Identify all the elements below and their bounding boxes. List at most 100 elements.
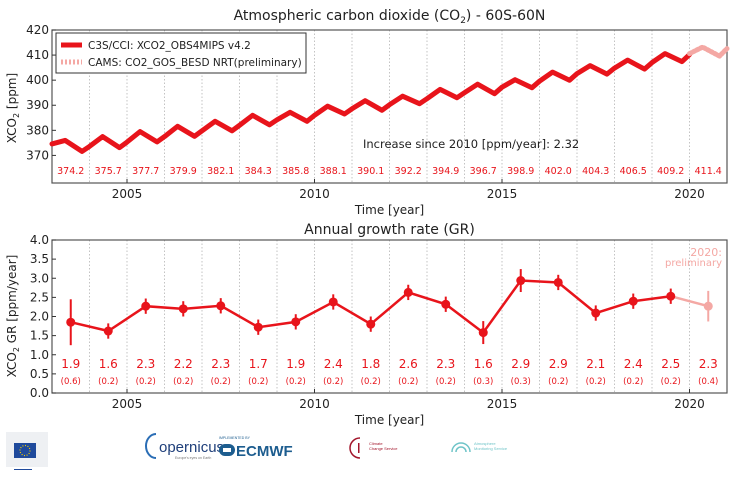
error-label: (0.2) — [98, 377, 118, 387]
y-tick-label: 0.0 — [30, 386, 49, 400]
value-label: 2.9 — [549, 357, 568, 371]
annual-mean-label: 404.3 — [582, 166, 609, 177]
increase-annotation: Increase since 2010 [ppm/year]: 2.32 — [363, 137, 579, 151]
value-label: 2.3 — [436, 357, 455, 371]
error-label: (0.2) — [548, 377, 568, 387]
svg-text:ECMWF: ECMWF — [236, 443, 293, 460]
annual-mean-label: 396.7 — [470, 166, 497, 177]
annual-mean-label: 375.7 — [95, 166, 122, 177]
y-tick-label: 410 — [26, 48, 49, 62]
x-axis-label: Time [year] — [354, 203, 424, 217]
preliminary-annotation: preliminary — [665, 258, 722, 269]
value-label: 2.2 — [174, 357, 193, 371]
chart-title-suffix: ) - 60S-60N — [466, 8, 545, 24]
data-point — [703, 301, 713, 311]
data-point — [591, 308, 601, 318]
value-label: 2.1 — [586, 357, 605, 371]
growth-rate-line-preliminary — [670, 295, 709, 308]
chart-title: Atmospheric carbon dioxide (CO2) - 60S-6… — [234, 8, 546, 26]
legend-label-c3s: C3S/CCI: XCO2_OBS4MIPS v4.2 — [88, 40, 251, 52]
value-label: 1.6 — [474, 357, 493, 371]
x-tick-label: 2005 — [112, 187, 143, 201]
y-axis-label-suffix: [ppm] — [5, 73, 19, 113]
y-tick-label: 380 — [26, 123, 49, 137]
value-label: 2.4 — [324, 357, 343, 371]
preliminary-annotation: 2020: — [690, 246, 722, 259]
annual-mean-label: 384.3 — [245, 166, 272, 177]
annual-mean-label: 406.5 — [620, 166, 647, 177]
y-tick-label: 3.5 — [30, 252, 49, 266]
copernicus-logo: opernicus Europe's eyes on Earth — [145, 433, 224, 460]
series-line-c3s — [49, 51, 692, 154]
error-label: (0.2) — [248, 377, 268, 387]
x-tick-label: 2010 — [299, 187, 330, 201]
value-label: 1.8 — [361, 357, 380, 371]
svg-text:Atmosphere: Atmosphere — [474, 441, 496, 446]
data-point — [178, 304, 188, 314]
y-axis-label-main: XCO — [5, 118, 19, 143]
data-point — [291, 317, 301, 327]
european-commission-logo — [6, 432, 48, 470]
annual-mean-label: 385.8 — [282, 166, 309, 177]
value-label: 1.9 — [286, 357, 305, 371]
value-label: 1.6 — [99, 357, 118, 371]
y-tick-label: 3.0 — [30, 271, 49, 285]
value-label: 1.9 — [61, 357, 80, 371]
data-point — [216, 301, 226, 311]
x-tick-label: 2010 — [299, 397, 330, 411]
error-label: (0.2) — [436, 377, 456, 387]
annual-mean-label: 409.2 — [657, 166, 684, 177]
y-axis-label: XCO2 [ppm] — [5, 73, 21, 143]
ecmwf-logo: IMPLEMENTED BY ECMWF — [219, 436, 293, 460]
y-tick-label: 370 — [26, 148, 49, 162]
growth-rate-chart: Annual growth rate (GR) 2005 2010 2015 2020 0… — [5, 222, 728, 427]
data-point — [103, 326, 113, 336]
annual-mean-label: 374.2 — [57, 166, 84, 177]
data-point — [516, 276, 526, 286]
c3s-logo: Climate Change Service — [349, 437, 398, 459]
error-label: (0.4) — [698, 377, 718, 387]
svg-text:Europe's eyes on Earth: Europe's eyes on Earth — [175, 456, 211, 460]
plot-frame — [51, 29, 728, 184]
chart-title-main: Atmospheric carbon dioxide (CO — [234, 8, 461, 24]
value-label: 2.3 — [699, 357, 718, 371]
logo-bar: opernicus Europe's eyes on Earth IMPLEME… — [6, 432, 508, 470]
error-label: (0.3) — [473, 377, 493, 387]
chart-title-sub: 2 — [460, 16, 466, 26]
y-axis-label-sub: 2 — [12, 347, 21, 352]
data-point — [478, 328, 488, 338]
svg-text:Monitoring Service: Monitoring Service — [474, 446, 508, 451]
cams-logo: Atmosphere Monitoring Service — [451, 441, 508, 453]
y-axis-label-sub: 2 — [12, 113, 21, 118]
data-point — [141, 301, 151, 311]
svg-text:Change Service: Change Service — [369, 446, 398, 451]
svg-text:Climate: Climate — [369, 441, 383, 446]
error-label: (0.2) — [211, 377, 231, 387]
annual-mean-label: 379.9 — [170, 166, 197, 177]
data-point — [366, 319, 376, 329]
y-axis-label-main: XCO — [5, 352, 19, 377]
annual-mean-label: 390.1 — [357, 166, 384, 177]
x-axis-label: Time [year] — [354, 413, 424, 427]
x-tick-label: 2020 — [674, 187, 705, 201]
error-label: (0.6) — [61, 377, 81, 387]
series-line-cams — [687, 44, 730, 59]
data-point — [628, 296, 638, 306]
value-label: 2.3 — [211, 357, 230, 371]
error-label: (0.2) — [623, 377, 643, 387]
x-tick-label: 2020 — [674, 397, 705, 411]
x-tick-label: 2015 — [487, 187, 518, 201]
error-label: (0.2) — [398, 377, 418, 387]
annual-mean-label: 411.4 — [695, 166, 722, 177]
annual-mean-label: 382.1 — [207, 166, 234, 177]
data-point — [441, 299, 451, 309]
value-label: 2.5 — [661, 357, 680, 371]
error-label: (0.2) — [661, 377, 681, 387]
value-label: 2.4 — [624, 357, 643, 371]
y-tick-label: 1.0 — [30, 348, 49, 362]
legend-label-cams: CAMS: CO2_GOS_BESD NRT(preliminary) — [88, 57, 302, 69]
data-point — [253, 322, 263, 332]
annual-mean-label: 392.2 — [395, 166, 422, 177]
y-tick-label: 4.0 — [30, 233, 49, 247]
